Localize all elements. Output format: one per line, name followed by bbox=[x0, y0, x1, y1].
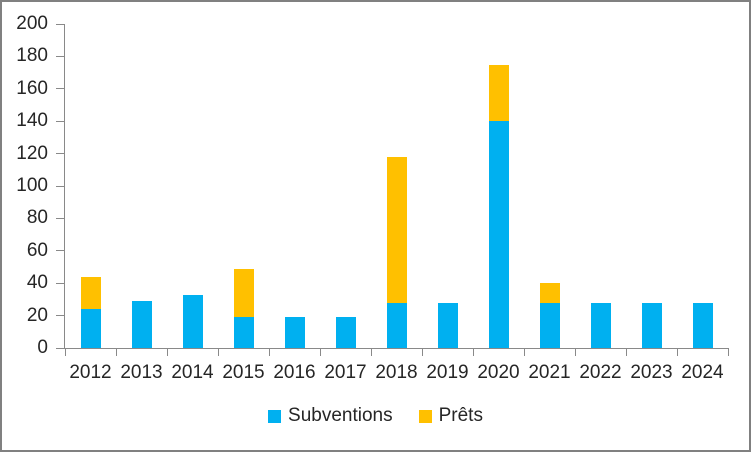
x-axis-tick bbox=[64, 348, 66, 356]
bar-subventions-2015 bbox=[233, 317, 254, 348]
bar-subventions-2013 bbox=[131, 301, 152, 348]
x-axis-tick bbox=[472, 348, 474, 356]
legend-swatch-subventions bbox=[268, 409, 282, 423]
legend-label-prets: Prêts bbox=[438, 405, 483, 426]
bar-prets-2015 bbox=[233, 268, 254, 318]
x-axis-label: 2014 bbox=[171, 362, 214, 383]
x-axis-label: 2015 bbox=[222, 362, 265, 383]
x-axis-tick bbox=[319, 348, 321, 356]
x-axis-tick bbox=[166, 348, 168, 356]
y-axis-tick bbox=[56, 347, 64, 349]
y-axis-label: 20 bbox=[26, 304, 48, 326]
x-axis-label: 2022 bbox=[579, 362, 622, 383]
bar-prets-2012 bbox=[80, 276, 101, 310]
y-axis-label: 100 bbox=[16, 175, 48, 196]
x-axis-tick bbox=[676, 348, 678, 356]
legend-item-subventions: Subventions bbox=[268, 405, 393, 427]
y-axis-label: 80 bbox=[26, 207, 48, 229]
x-axis-tick bbox=[574, 348, 576, 356]
y-axis-tick bbox=[56, 55, 64, 57]
bar-subventions-2020 bbox=[488, 121, 509, 348]
bar-subventions-2023 bbox=[641, 302, 662, 348]
x-axis-label: 2012 bbox=[69, 362, 112, 383]
y-axis-tick bbox=[56, 185, 64, 187]
bar-subventions-2018 bbox=[386, 302, 407, 348]
x-axis-label: 2013 bbox=[120, 362, 163, 383]
bar-subventions-2021 bbox=[539, 302, 560, 348]
y-axis-label: 0 bbox=[37, 337, 48, 358]
x-axis-tick bbox=[268, 348, 270, 356]
x-axis-tick bbox=[217, 348, 219, 356]
bar-subventions-2024 bbox=[692, 302, 713, 348]
legend-label-subventions: Subventions bbox=[288, 405, 393, 426]
x-axis-label: 2019 bbox=[426, 362, 469, 383]
y-axis-tick bbox=[56, 217, 64, 219]
bar-prets-2018 bbox=[386, 156, 407, 303]
bar-subventions-2014 bbox=[182, 294, 203, 348]
plot-area bbox=[64, 24, 728, 349]
y-axis-tick bbox=[56, 315, 64, 317]
y-axis-label: 180 bbox=[16, 45, 48, 67]
x-axis-label: 2021 bbox=[528, 362, 571, 383]
x-axis-label: 2020 bbox=[477, 362, 520, 383]
x-axis-label: 2018 bbox=[375, 362, 418, 383]
y-axis-label: 120 bbox=[16, 142, 48, 164]
x-axis-tick bbox=[370, 348, 372, 356]
x-axis-label: 2023 bbox=[630, 362, 673, 383]
y-axis-label: 140 bbox=[16, 110, 48, 132]
legend: Subventions Prêts bbox=[2, 405, 749, 427]
legend-swatch-prets bbox=[418, 409, 432, 423]
y-axis-label: 200 bbox=[16, 13, 48, 34]
bar-subventions-2022 bbox=[590, 302, 611, 348]
x-axis-tick bbox=[727, 348, 729, 356]
bar-subventions-2012 bbox=[80, 309, 101, 348]
y-axis-label: 40 bbox=[26, 272, 48, 294]
x-axis-tick bbox=[625, 348, 627, 356]
bar-subventions-2016 bbox=[284, 317, 305, 348]
y-axis-tick bbox=[56, 23, 64, 25]
bar-prets-2021 bbox=[539, 283, 560, 303]
y-axis-label: 60 bbox=[26, 239, 48, 261]
x-axis-tick bbox=[523, 348, 525, 356]
y-axis-tick bbox=[56, 250, 64, 252]
bar-subventions-2017 bbox=[335, 317, 356, 348]
x-axis-label: 2017 bbox=[324, 362, 367, 383]
y-axis-tick bbox=[56, 282, 64, 284]
y-axis-label: 160 bbox=[16, 77, 48, 99]
x-axis-tick bbox=[115, 348, 117, 356]
x-axis-label: 2024 bbox=[681, 362, 724, 383]
x-axis-tick bbox=[421, 348, 423, 356]
legend-item-prets: Prêts bbox=[418, 405, 483, 427]
y-axis-tick bbox=[56, 120, 64, 122]
y-axis-tick bbox=[56, 153, 64, 155]
bar-subventions-2019 bbox=[437, 302, 458, 348]
y-axis-tick bbox=[56, 88, 64, 90]
x-axis-label: 2016 bbox=[273, 362, 316, 383]
bar-prets-2020 bbox=[488, 64, 509, 122]
